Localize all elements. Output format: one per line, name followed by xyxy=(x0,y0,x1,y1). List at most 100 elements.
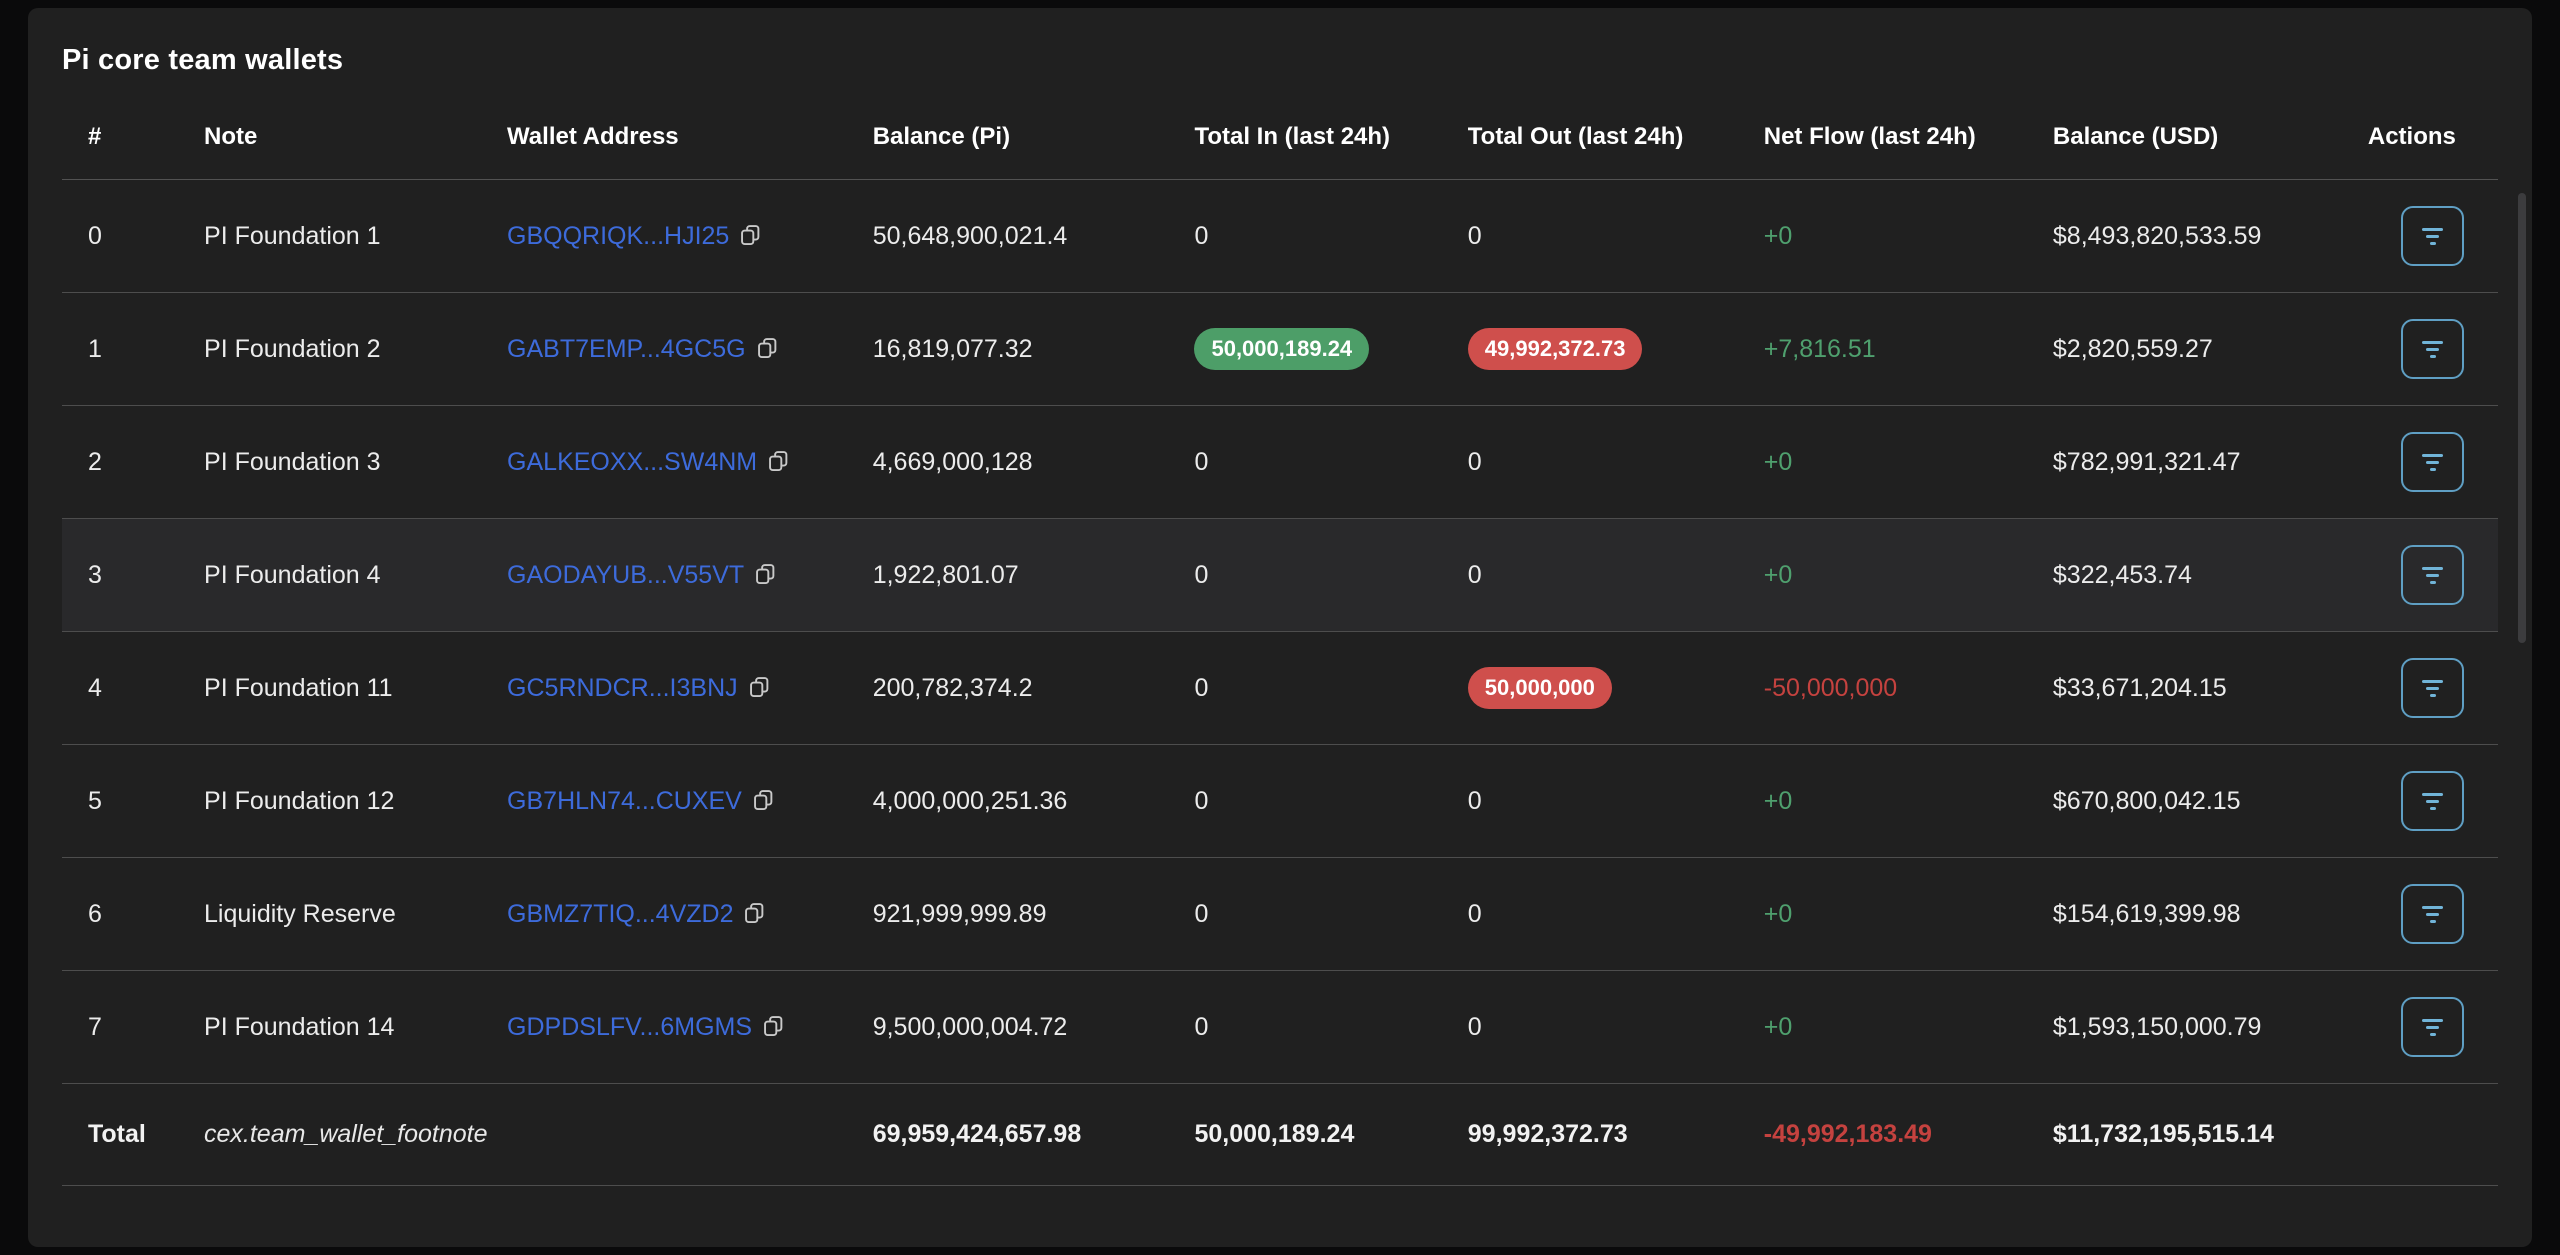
wallet-address-link[interactable]: GAODAYUB...V55VT xyxy=(507,561,745,589)
total-in-value: 0 xyxy=(1194,786,1209,815)
wallet-filter-action-button[interactable] xyxy=(2401,658,2465,718)
balance-pi-value: 921,999,999.89 xyxy=(872,899,1047,928)
total-out-sum: 99,992,372.73 xyxy=(1467,1120,1628,1148)
balance-usd-value: $8,493,820,533.59 xyxy=(2052,221,2262,250)
balance-pi-value: 16,819,077.32 xyxy=(872,334,1033,363)
copy-icon[interactable] xyxy=(741,899,768,926)
table-row: 7 PI Foundation 14 GDPDSLFV...6MGMS 9,50… xyxy=(62,970,2498,1084)
wallet-address-link[interactable]: GBMZ7TIQ...4VZD2 xyxy=(507,900,734,928)
wallet-filter-action-button[interactable] xyxy=(2401,206,2465,266)
filter-lines-icon xyxy=(2422,792,2444,810)
copy-icon[interactable] xyxy=(737,221,764,248)
total-net-flow: -49,992,183.49 xyxy=(1763,1120,1932,1148)
filter-lines-icon xyxy=(2422,566,2444,584)
copy-icon[interactable] xyxy=(765,447,792,474)
wallet-address-link[interactable]: GC5RNDCR...I3BNJ xyxy=(507,674,738,702)
total-out-value: 0 xyxy=(1467,221,1482,250)
net-flow-value: +0 xyxy=(1763,447,1793,476)
filter-lines-icon xyxy=(2422,679,2444,697)
total-in-value: 0 xyxy=(1194,560,1209,589)
wallet-address-link[interactable]: GALKEOXX...SW4NM xyxy=(507,448,758,476)
balance-pi-value: 9,500,000,004.72 xyxy=(872,1012,1068,1041)
copy-icon[interactable] xyxy=(754,334,781,361)
row-index: 2 xyxy=(88,447,102,476)
total-out-value: 0 xyxy=(1467,1012,1482,1041)
balance-pi-value: 200,782,374.2 xyxy=(872,673,1033,702)
balance-pi-value: 4,000,000,251.36 xyxy=(872,786,1068,815)
net-flow-value: +0 xyxy=(1763,560,1793,589)
row-index: 7 xyxy=(88,1012,102,1041)
balance-usd-value: $1,593,150,000.79 xyxy=(2052,1012,2262,1041)
team-wallets-table: # Note Wallet Address Balance (Pi) Total… xyxy=(62,123,2498,1186)
team-wallets-card: Pi core team wallets # Note Wallet Addre… xyxy=(28,8,2532,1247)
total-out-value: 0 xyxy=(1467,899,1482,928)
table-row: 1 PI Foundation 2 GABT7EMP...4GC5G 16,81… xyxy=(62,292,2498,406)
filter-lines-icon xyxy=(2422,905,2444,923)
row-index: 6 xyxy=(88,899,102,928)
vertical-scrollbar-thumb[interactable] xyxy=(2518,193,2526,643)
total-out-value: 49,992,372.73 xyxy=(1467,327,1643,371)
filter-lines-icon xyxy=(2422,227,2444,245)
total-balance-usd: $11,732,195,515.14 xyxy=(2052,1120,2274,1148)
row-index: 3 xyxy=(88,560,102,589)
col-header-actions: Actions xyxy=(2367,123,2498,180)
net-flow-value: +0 xyxy=(1763,221,1793,250)
filter-lines-icon xyxy=(2422,453,2444,471)
row-note: PI Foundation 3 xyxy=(204,447,381,476)
net-flow-value: +0 xyxy=(1763,786,1793,815)
total-footnote: cex.team_wallet_footnote xyxy=(204,1120,488,1148)
copy-icon[interactable] xyxy=(750,786,777,813)
col-header-index: # xyxy=(62,123,205,180)
table-body: 0 PI Foundation 1 GBQQRIQK...HJI25 50,64… xyxy=(62,179,2498,1084)
balance-usd-value: $2,820,559.27 xyxy=(2052,334,2213,363)
table-row: 5 PI Foundation 12 GB7HLN74...CUXEV 4,00… xyxy=(62,744,2498,858)
filter-lines-icon xyxy=(2422,340,2444,358)
net-flow-value: +0 xyxy=(1763,1012,1793,1041)
table-total-row: Total cex.team_wallet_footnote 69,959,42… xyxy=(62,1083,2498,1186)
balance-usd-value: $154,619,399.98 xyxy=(2052,899,2241,928)
row-note: PI Foundation 2 xyxy=(204,334,381,363)
total-in-value: 0 xyxy=(1194,221,1209,250)
total-in-value: 50,000,189.24 xyxy=(1194,327,1370,371)
wallet-address-link[interactable]: GBQQRIQK...HJI25 xyxy=(507,222,730,250)
col-header-total-out: Total Out (last 24h) xyxy=(1467,123,1764,180)
row-index: 5 xyxy=(88,786,102,815)
wallet-address-link[interactable]: GDPDSLFV...6MGMS xyxy=(507,1013,753,1041)
total-in-value: 0 xyxy=(1194,447,1209,476)
col-header-address: Wallet Address xyxy=(507,123,873,180)
row-index: 0 xyxy=(88,221,102,250)
col-header-net-flow: Net Flow (last 24h) xyxy=(1763,123,2053,180)
page-title: Pi core team wallets xyxy=(62,44,344,76)
copy-icon[interactable] xyxy=(752,560,779,587)
copy-icon[interactable] xyxy=(746,673,773,700)
col-header-note: Note xyxy=(204,123,508,180)
wallet-address-link[interactable]: GB7HLN74...CUXEV xyxy=(507,787,742,815)
total-in-sum: 50,000,189.24 xyxy=(1194,1120,1355,1148)
total-in-value: 0 xyxy=(1194,899,1209,928)
wallet-filter-action-button[interactable] xyxy=(2401,545,2465,605)
wallet-filter-action-button[interactable] xyxy=(2401,884,2465,944)
col-header-balance-usd: Balance (USD) xyxy=(2052,123,2368,180)
row-note: PI Foundation 1 xyxy=(204,221,381,250)
wallet-address-link[interactable]: GABT7EMP...4GC5G xyxy=(507,335,746,363)
col-header-total-in: Total In (last 24h) xyxy=(1194,123,1468,180)
copy-icon[interactable] xyxy=(760,1012,787,1039)
wallet-filter-action-button[interactable] xyxy=(2401,771,2465,831)
balance-usd-value: $670,800,042.15 xyxy=(2052,786,2241,815)
table-row: 0 PI Foundation 1 GBQQRIQK...HJI25 50,64… xyxy=(62,179,2498,293)
row-note: Liquidity Reserve xyxy=(204,899,396,928)
total-out-value: 0 xyxy=(1467,786,1482,815)
total-in-value: 0 xyxy=(1194,1012,1209,1041)
row-note: PI Foundation 14 xyxy=(204,1012,395,1041)
wallet-filter-action-button[interactable] xyxy=(2401,432,2465,492)
row-index: 4 xyxy=(88,673,102,702)
col-header-balance-pi: Balance (Pi) xyxy=(872,123,1195,180)
row-note: PI Foundation 4 xyxy=(204,560,381,589)
wallet-filter-action-button[interactable] xyxy=(2401,319,2465,379)
total-label: Total xyxy=(88,1120,146,1148)
balance-usd-value: $33,671,204.15 xyxy=(2052,673,2227,702)
table-row: 4 PI Foundation 11 GC5RNDCR...I3BNJ 200,… xyxy=(62,631,2498,745)
filter-lines-icon xyxy=(2422,1018,2444,1036)
wallet-filter-action-button[interactable] xyxy=(2401,997,2465,1057)
row-note: PI Foundation 12 xyxy=(204,786,395,815)
